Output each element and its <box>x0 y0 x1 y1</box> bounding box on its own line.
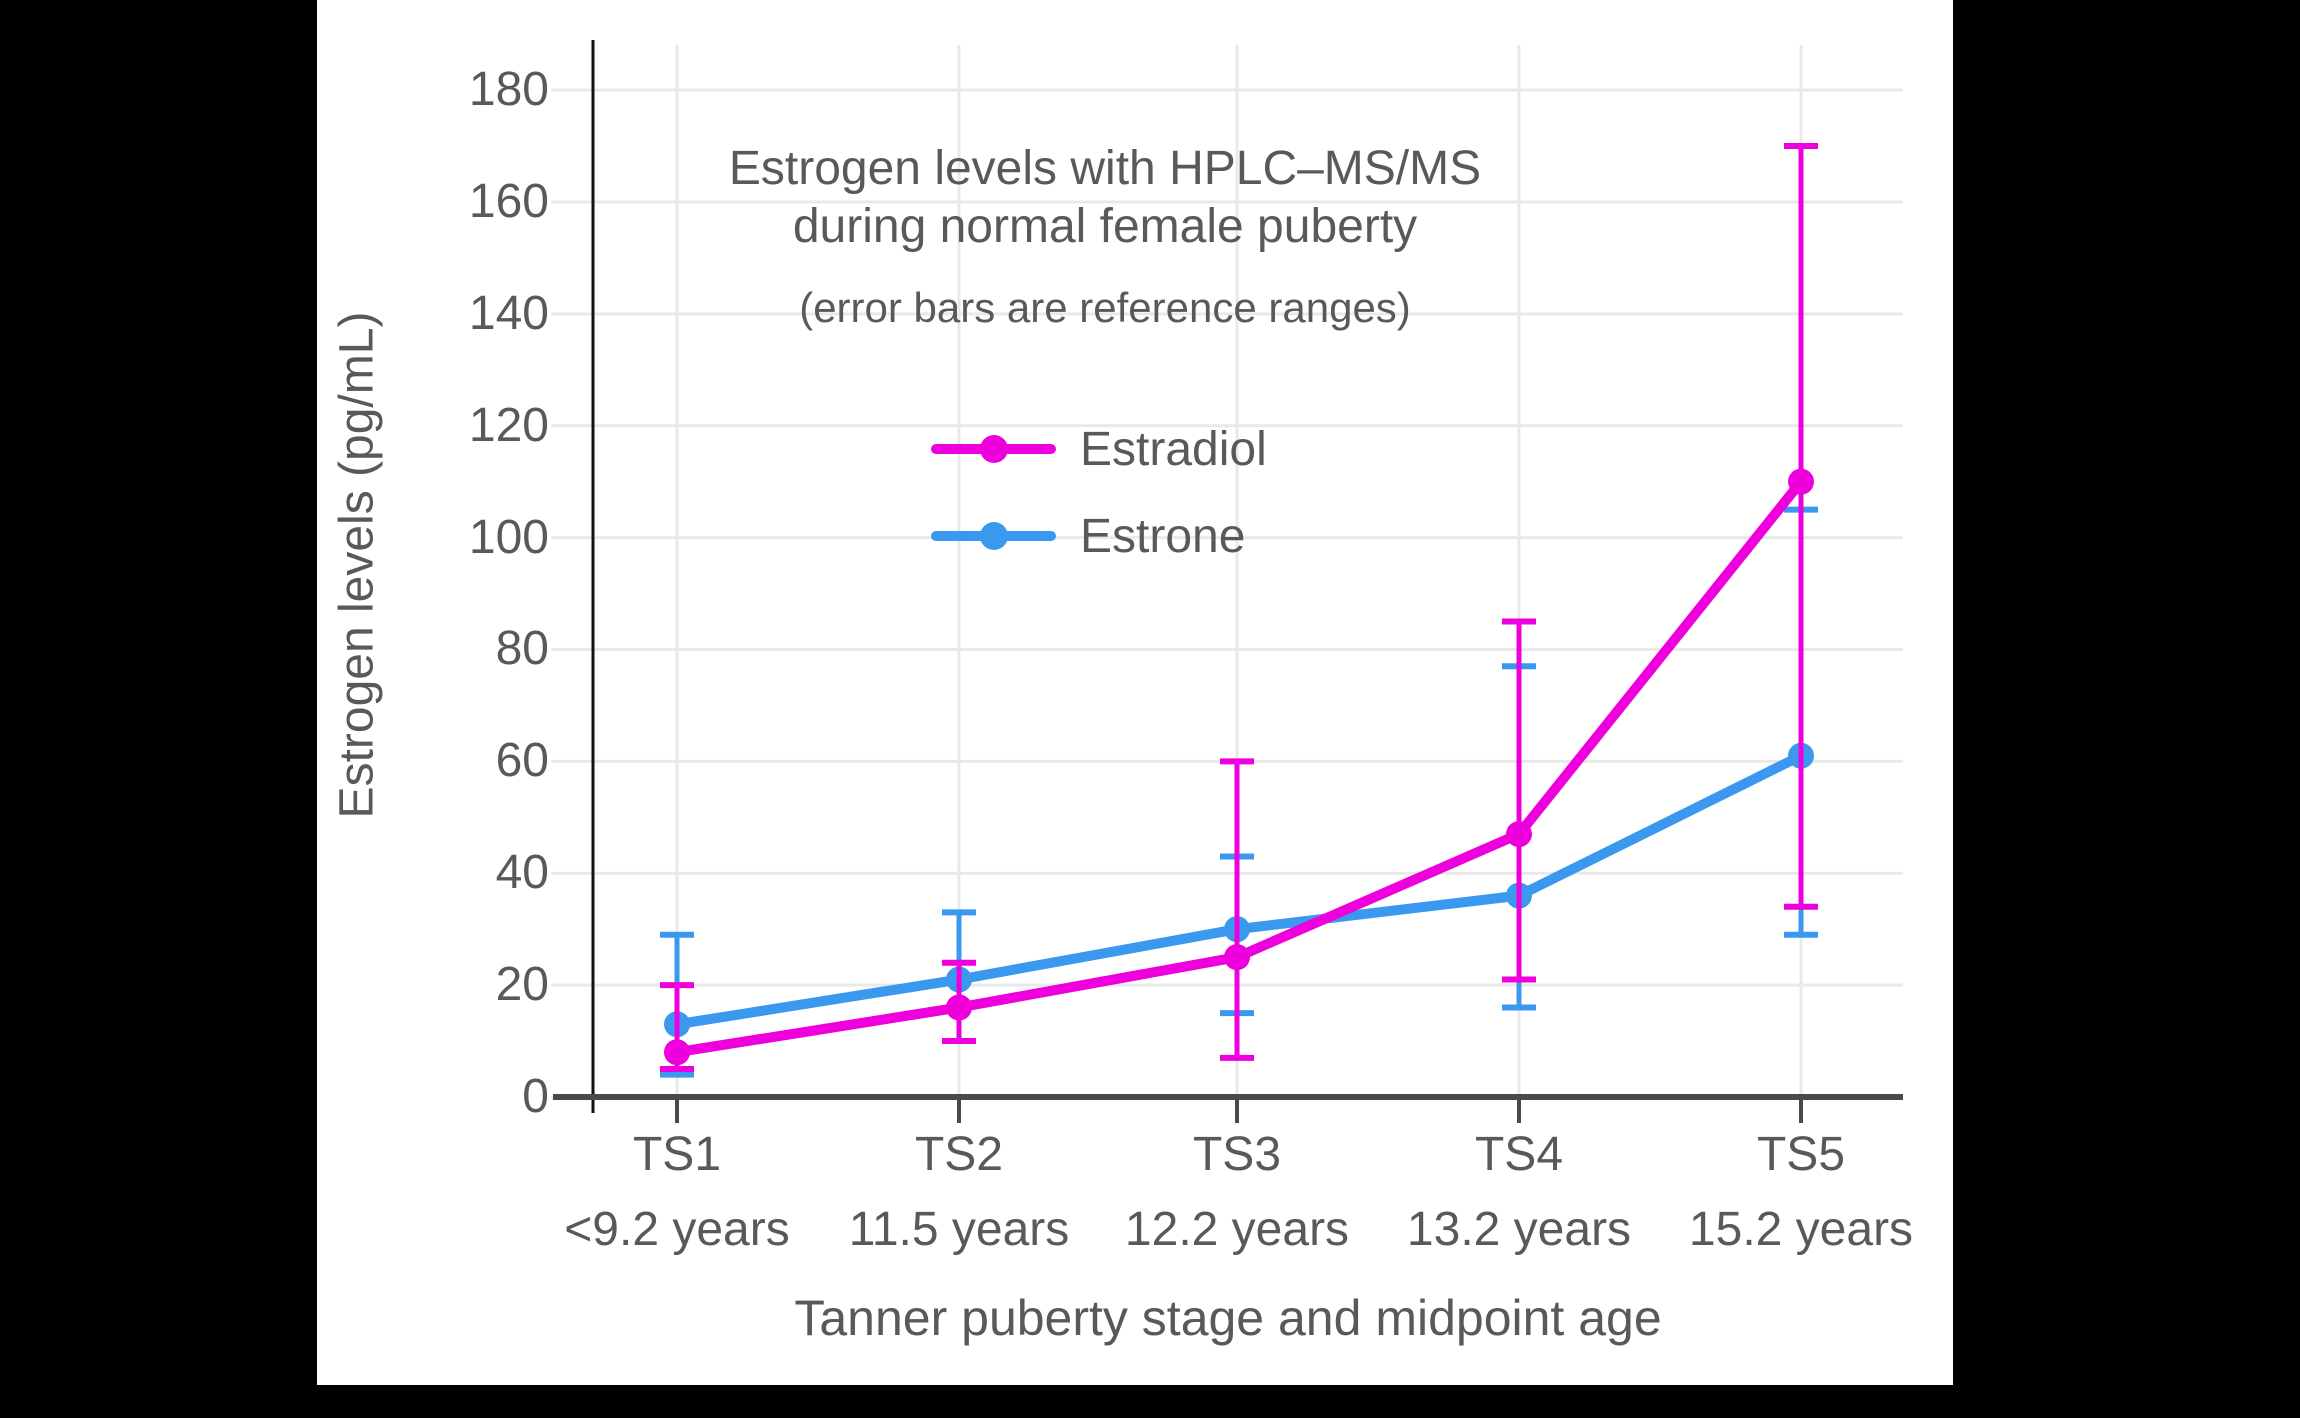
estradiol-marker-dot <box>979 435 1008 463</box>
estradiol-data-point <box>946 994 972 1021</box>
plot-area <box>551 40 1903 1123</box>
x-tick-label: TS2 <box>914 1128 1004 1181</box>
estradiol-data-point <box>1224 944 1250 971</box>
legend-label-estradiol: Estradiol <box>1080 422 1267 476</box>
x-tick-label: TS4 <box>1474 1128 1564 1181</box>
chart-canvas: Estrogen levels with HPLC–MS/MS during n… <box>317 0 1953 1385</box>
y-tick-label: 100 <box>468 510 549 564</box>
x-tick-label: TS3 <box>1192 1128 1282 1181</box>
estrone-marker-dot <box>979 522 1008 550</box>
chart-title-line-1: Estrogen levels with HPLC–MS/MS <box>728 142 1482 195</box>
estrone-line-swatch <box>931 522 1056 550</box>
estradiol-data-point <box>664 1039 690 1066</box>
legend: Estradiol Estrone <box>931 419 1267 593</box>
y-tick-label: 20 <box>495 958 549 1012</box>
y-tick-label: 120 <box>468 398 549 452</box>
chart-title-line-2: during normal female puberty <box>792 200 1418 253</box>
y-tick-label: 60 <box>495 734 549 788</box>
estradiol-data-point <box>1506 821 1532 848</box>
chart-subtitle: (error bars are reference ranges) <box>799 284 1411 331</box>
x-age-label: 15.2 years <box>1688 1203 1914 1256</box>
x-age-label: 12.2 years <box>1124 1203 1350 1256</box>
legend-label-estrone: Estrone <box>1080 509 1246 563</box>
x-tick-label: TS1 <box>632 1128 722 1181</box>
y-tick-label: 40 <box>495 846 549 900</box>
estradiol-data-point <box>1788 468 1814 495</box>
estradiol-line-swatch <box>931 435 1056 463</box>
y-tick-label: 140 <box>468 286 549 340</box>
x-age-label: 11.5 years <box>848 1203 1070 1256</box>
legend-item-estrone: Estrone <box>931 506 1267 566</box>
legend-item-estradiol: Estradiol <box>931 419 1267 479</box>
y-tick-label: 0 <box>522 1070 549 1123</box>
x-age-label: 13.2 years <box>1406 1203 1632 1256</box>
x-tick-label: TS5 <box>1756 1128 1846 1181</box>
x-axis-title: Tanner puberty stage and midpoint age <box>794 1290 1662 1346</box>
y-tick-label: 180 <box>468 63 549 117</box>
y-tick-label: 80 <box>495 622 549 676</box>
y-tick-label: 160 <box>468 174 549 228</box>
x-age-label: <9.2 years <box>564 1203 790 1256</box>
